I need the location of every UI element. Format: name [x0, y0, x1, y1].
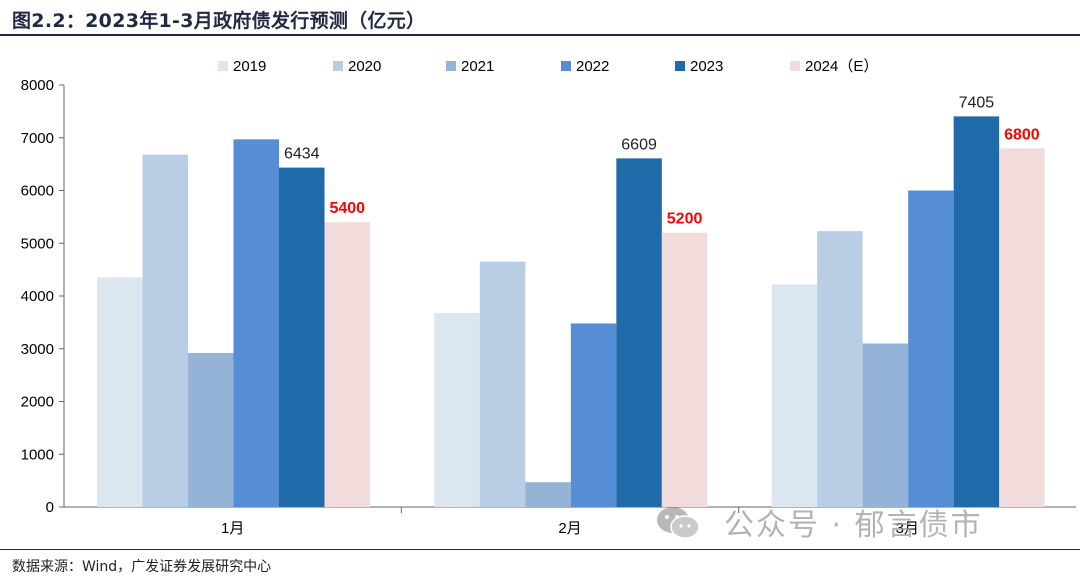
bar-2022-3 — [908, 190, 954, 507]
bar-2023-2 — [616, 158, 662, 507]
data-label: 6609 — [621, 136, 657, 153]
data-label: 6434 — [284, 146, 320, 163]
y-tick-label: 6000 — [21, 183, 54, 200]
legend-label: 2020 — [348, 58, 381, 75]
bar-chart: 0 1000 2000 3000 4000 5000 6000 7000 8000 1月 2月 3月 6… — [21, 58, 1076, 537]
bar-2022-2 — [570, 323, 617, 507]
legend-swatch — [790, 61, 800, 71]
bar-2023-3 — [953, 116, 1000, 507]
legend-label: 2024（E） — [805, 58, 878, 75]
bar-2020-2 — [479, 261, 526, 507]
bar-2024E-2 — [661, 232, 708, 507]
legend-label: 2022 — [576, 58, 609, 75]
bar-2020-1 — [142, 154, 188, 507]
bar-2021-3 — [862, 343, 909, 507]
bar-2019-2 — [434, 312, 480, 507]
bar-2019-1 — [97, 277, 143, 507]
watermark-text: 公众号 · 郁言债市 — [724, 508, 983, 543]
legend-label: 2019 — [233, 58, 266, 75]
legend-swatch — [333, 61, 343, 71]
legend-swatch — [218, 61, 228, 71]
x-tick-label: 3月 — [896, 520, 919, 537]
bar-2024E-1 — [324, 222, 370, 507]
legend-swatch — [446, 61, 456, 71]
footer-divider — [0, 549, 1080, 550]
data-label: 7405 — [959, 94, 995, 111]
y-tick-label: 7000 — [21, 130, 54, 147]
legend-swatch — [561, 61, 571, 71]
source-note: 数据来源：Wind，广发证券发展研究中心 — [12, 559, 272, 575]
data-label: 6800 — [1004, 126, 1040, 143]
y-tick-label: 1000 — [21, 446, 54, 463]
data-label: 5200 — [667, 211, 703, 228]
bar-2019-3 — [771, 284, 818, 507]
bar-2021-2 — [525, 482, 571, 507]
y-tick-label: 2000 — [21, 394, 54, 411]
title-divider — [0, 34, 1080, 36]
y-tick-label: 0 — [46, 499, 54, 516]
page-title: 图2.2：2023年1-3月政府债发行预测（亿元） — [12, 10, 426, 32]
bar-2023-1 — [279, 167, 325, 507]
bar-2020-3 — [817, 231, 863, 507]
wechat-icon — [657, 507, 700, 539]
y-tick-label: 4000 — [21, 288, 54, 305]
legend-swatch — [675, 61, 685, 71]
bar-2024E-3 — [999, 148, 1045, 508]
x-tick-label: 1月 — [221, 520, 244, 537]
legend-label: 2023 — [690, 58, 723, 75]
data-label: 5400 — [329, 200, 365, 217]
y-tick-label: 3000 — [21, 341, 54, 358]
bar-2022-1 — [233, 139, 279, 507]
legend-label: 2021 — [461, 58, 494, 75]
y-tick-label: 5000 — [21, 235, 54, 252]
y-tick-label: 8000 — [21, 77, 54, 94]
bar-2021-1 — [188, 352, 234, 507]
x-tick-label: 2月 — [558, 520, 581, 537]
